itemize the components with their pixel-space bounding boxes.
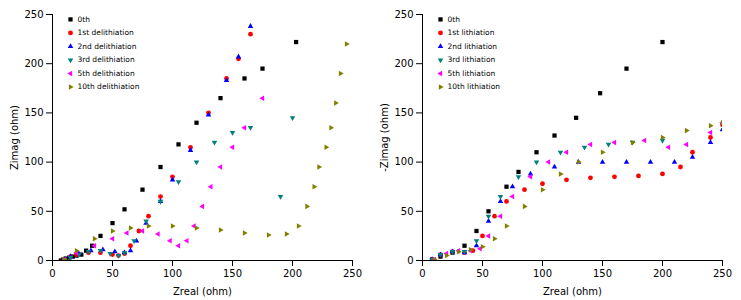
svg-text:1st delithiation: 1st delithiation	[78, 28, 135, 37]
svg-text:250: 250	[394, 9, 413, 20]
svg-text:200: 200	[24, 58, 43, 69]
svg-text:3rd lithiation: 3rd lithiation	[448, 55, 496, 64]
svg-text:0: 0	[419, 268, 425, 279]
svg-text:10th delithiation: 10th delithiation	[78, 82, 140, 91]
svg-text:200: 200	[394, 58, 413, 69]
svg-text:10th lithiation: 10th lithiation	[448, 82, 501, 91]
svg-text:250: 250	[343, 268, 362, 279]
svg-text:50: 50	[476, 268, 489, 279]
svg-text:2nd delithiation: 2nd delithiation	[78, 42, 137, 51]
svg-text:0: 0	[407, 255, 413, 266]
svg-text:200: 200	[283, 268, 302, 279]
svg-text:0th: 0th	[78, 15, 91, 24]
svg-text:100: 100	[24, 156, 43, 167]
svg-text:Zreal (ohm): Zreal (ohm)	[543, 286, 602, 297]
svg-text:Zreal (ohm): Zreal (ohm)	[173, 286, 232, 297]
svg-text:100: 100	[163, 268, 182, 279]
svg-text:150: 150	[223, 268, 242, 279]
svg-text:1st lithiation: 1st lithiation	[448, 28, 495, 37]
svg-text:150: 150	[394, 107, 413, 118]
svg-text:Zimag (ohm): Zimag (ohm)	[9, 105, 20, 170]
svg-text:0: 0	[49, 268, 55, 279]
svg-text:0th: 0th	[448, 15, 461, 24]
svg-text:250: 250	[713, 268, 732, 279]
svg-text:-Zimag (ohm): -Zimag (ohm)	[379, 103, 390, 172]
svg-text:250: 250	[24, 9, 43, 20]
svg-text:0: 0	[37, 255, 43, 266]
svg-text:100: 100	[533, 268, 552, 279]
svg-text:2nd lithiation: 2nd lithiation	[448, 42, 498, 51]
svg-text:3rd delithiation: 3rd delithiation	[78, 55, 135, 64]
svg-text:150: 150	[593, 268, 612, 279]
svg-text:5th lithiation: 5th lithiation	[448, 69, 496, 78]
svg-text:150: 150	[24, 107, 43, 118]
svg-text:50: 50	[31, 206, 44, 217]
svg-text:200: 200	[653, 268, 672, 279]
svg-text:100: 100	[394, 156, 413, 167]
svg-text:50: 50	[401, 206, 414, 217]
svg-text:50: 50	[106, 268, 119, 279]
svg-text:5th delithiation: 5th delithiation	[78, 69, 135, 78]
